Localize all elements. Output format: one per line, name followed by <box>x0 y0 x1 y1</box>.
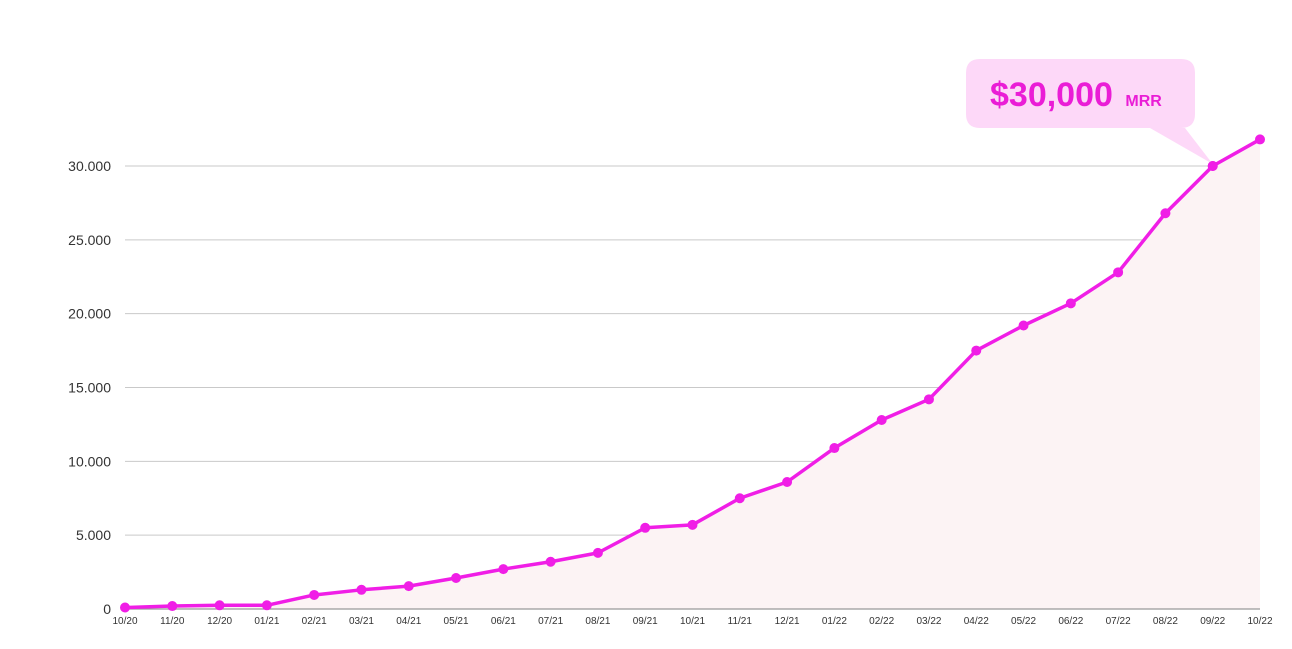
x-tick-label: 03/22 <box>916 616 941 627</box>
data-point <box>167 601 178 612</box>
y-axis: 0 5.000 10.000 15.000 20.000 25.000 30.000 <box>68 158 111 617</box>
x-tick-label: 04/22 <box>964 616 989 627</box>
data-point <box>971 345 982 356</box>
x-tick-label: 11/20 <box>160 616 185 627</box>
data-point <box>640 522 651 533</box>
annotated-data-point <box>1207 161 1218 171</box>
x-tick-label: 07/21 <box>538 616 563 627</box>
data-point <box>403 581 414 592</box>
data-point <box>309 589 320 600</box>
x-tick-label: 12/21 <box>775 616 800 627</box>
data-point <box>1255 134 1265 145</box>
x-tick-label: 01/22 <box>822 616 847 627</box>
x-tick-label: 10/20 <box>112 616 137 627</box>
y-tick-label: 30.000 <box>68 158 111 174</box>
data-point <box>261 600 272 611</box>
data-point <box>829 443 840 454</box>
x-tick-label: 11/21 <box>728 616 753 627</box>
data-point <box>1018 320 1029 331</box>
y-tick-label: 20.000 <box>68 306 111 322</box>
data-point <box>1113 267 1124 278</box>
x-tick-label: 08/22 <box>1153 616 1178 627</box>
x-tick-label: 01/21 <box>254 616 279 627</box>
mrr-callout: $30,000 MRR <box>966 59 1218 171</box>
area-fill <box>125 139 1260 610</box>
x-tick-label: 10/22 <box>1247 616 1272 627</box>
data-point <box>498 564 509 575</box>
callout-bubble <box>966 59 1213 164</box>
x-tick-label: 12/20 <box>207 616 232 627</box>
data-point <box>734 493 745 504</box>
callout-text: $30,000 MRR <box>990 76 1162 114</box>
data-point <box>592 547 603 558</box>
data-point <box>876 414 887 425</box>
data-point <box>545 556 556 567</box>
x-tick-label: 05/21 <box>444 616 469 627</box>
y-tick-label: 15.000 <box>68 380 111 396</box>
x-tick-label: 06/21 <box>491 616 516 627</box>
x-tick-label: 06/22 <box>1058 616 1083 627</box>
x-tick-label: 09/22 <box>1200 616 1225 627</box>
data-point <box>1160 208 1171 219</box>
data-point <box>214 600 225 611</box>
data-point <box>782 477 793 488</box>
y-tick-label: 10.000 <box>68 453 111 469</box>
x-tick-label: 05/22 <box>1011 616 1036 627</box>
x-tick-label: 08/21 <box>585 616 610 627</box>
data-point <box>1065 298 1076 309</box>
data-point <box>451 572 462 583</box>
data-point <box>687 519 698 530</box>
y-tick-label: 25.000 <box>68 232 111 248</box>
x-tick-label: 10/21 <box>680 616 705 627</box>
x-tick-label: 03/21 <box>349 616 374 627</box>
x-axis: 10/20 11/20 12/20 01/21 02/21 03/21 04/21 05/21… <box>112 616 1272 627</box>
callout-unit: MRR <box>1125 93 1162 110</box>
y-tick-label: 0 <box>103 601 111 617</box>
x-tick-label: 02/22 <box>869 616 894 627</box>
x-tick-label: 02/21 <box>302 616 327 627</box>
data-point <box>356 584 367 595</box>
x-tick-label: 07/22 <box>1106 616 1131 627</box>
x-tick-label: 04/21 <box>396 616 421 627</box>
data-point <box>923 394 934 405</box>
x-tick-label: 09/21 <box>633 616 658 627</box>
callout-value: $30,000 <box>990 76 1113 114</box>
data-point <box>120 602 130 613</box>
y-tick-label: 5.000 <box>76 527 111 543</box>
